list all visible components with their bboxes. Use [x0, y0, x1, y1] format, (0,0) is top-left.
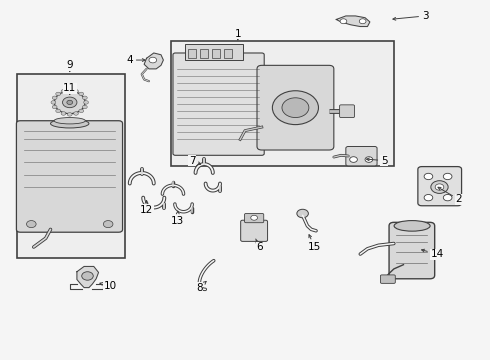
- Circle shape: [67, 113, 72, 116]
- Circle shape: [79, 109, 84, 113]
- Circle shape: [82, 272, 93, 280]
- FancyBboxPatch shape: [346, 147, 377, 166]
- FancyBboxPatch shape: [340, 105, 354, 118]
- Text: 7: 7: [189, 156, 200, 166]
- Text: 6: 6: [256, 239, 263, 252]
- Circle shape: [26, 221, 36, 228]
- Circle shape: [282, 98, 309, 118]
- Ellipse shape: [394, 221, 430, 231]
- Text: 3: 3: [393, 11, 428, 21]
- Circle shape: [297, 209, 308, 218]
- Circle shape: [431, 181, 448, 193]
- Circle shape: [74, 90, 78, 93]
- Circle shape: [52, 96, 57, 100]
- Circle shape: [52, 105, 57, 109]
- Circle shape: [79, 92, 84, 96]
- Circle shape: [251, 215, 257, 220]
- FancyBboxPatch shape: [389, 222, 435, 279]
- Circle shape: [350, 157, 357, 162]
- Text: 9: 9: [67, 60, 73, 71]
- Circle shape: [61, 112, 66, 115]
- FancyBboxPatch shape: [380, 275, 395, 283]
- Circle shape: [443, 173, 452, 180]
- Circle shape: [54, 91, 85, 114]
- Ellipse shape: [54, 118, 85, 124]
- Bar: [17, 74, 125, 258]
- Circle shape: [56, 92, 61, 96]
- FancyBboxPatch shape: [17, 121, 122, 232]
- Text: 11: 11: [63, 83, 76, 94]
- Circle shape: [424, 173, 433, 180]
- Text: 12: 12: [140, 201, 153, 215]
- Circle shape: [82, 96, 87, 100]
- Text: 10: 10: [100, 281, 117, 291]
- Circle shape: [67, 100, 73, 104]
- Polygon shape: [77, 266, 98, 288]
- Polygon shape: [336, 16, 370, 27]
- Text: 2: 2: [438, 187, 462, 204]
- Circle shape: [51, 100, 56, 104]
- FancyBboxPatch shape: [241, 220, 268, 242]
- Circle shape: [56, 109, 61, 113]
- Text: 5: 5: [367, 156, 388, 166]
- FancyBboxPatch shape: [257, 66, 334, 150]
- Bar: [212, 49, 220, 58]
- Text: 1: 1: [235, 28, 241, 40]
- Circle shape: [359, 19, 366, 24]
- Circle shape: [84, 100, 89, 104]
- Text: 14: 14: [421, 249, 444, 259]
- Bar: [171, 41, 394, 166]
- Circle shape: [340, 19, 347, 24]
- Polygon shape: [144, 53, 163, 69]
- Circle shape: [443, 194, 452, 201]
- Circle shape: [74, 112, 78, 115]
- FancyBboxPatch shape: [245, 213, 264, 223]
- Circle shape: [435, 184, 444, 190]
- Ellipse shape: [50, 119, 89, 128]
- Circle shape: [63, 97, 77, 108]
- Bar: [200, 49, 208, 58]
- Circle shape: [82, 105, 87, 109]
- Circle shape: [103, 221, 113, 228]
- Text: 4: 4: [126, 55, 145, 65]
- FancyBboxPatch shape: [418, 167, 462, 206]
- Circle shape: [61, 90, 66, 93]
- FancyBboxPatch shape: [173, 53, 264, 155]
- Bar: [188, 49, 196, 58]
- Text: 15: 15: [308, 235, 321, 252]
- Circle shape: [67, 89, 72, 92]
- Bar: [224, 49, 232, 58]
- Text: 13: 13: [171, 211, 184, 226]
- Circle shape: [365, 157, 373, 162]
- Circle shape: [149, 57, 157, 63]
- Circle shape: [424, 194, 433, 201]
- Text: 8: 8: [196, 282, 206, 293]
- Bar: [185, 44, 243, 60]
- Circle shape: [272, 91, 318, 125]
